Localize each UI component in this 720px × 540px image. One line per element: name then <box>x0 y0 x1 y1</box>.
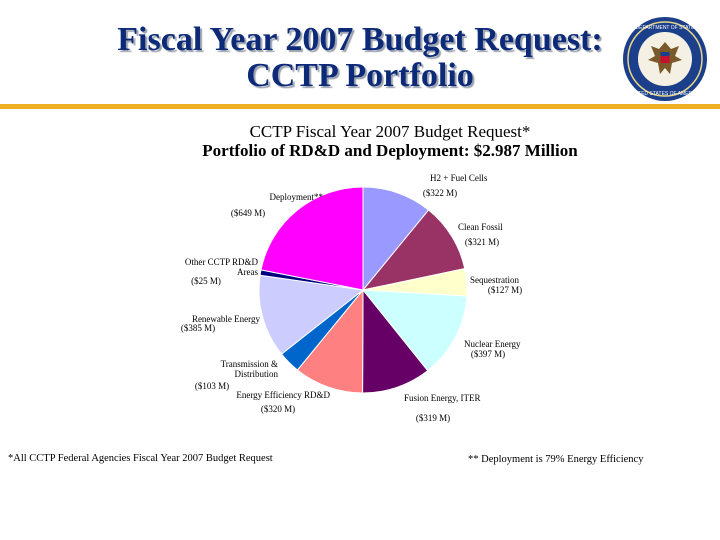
pie-slice <box>361 289 468 372</box>
seal-text-top: DEPARTMENT OF STATE <box>636 25 696 31</box>
slice-value-label: ($397 M) <box>471 349 505 359</box>
slice-label: Transmission & Distribution <box>221 359 279 379</box>
slice-label: Other CCTP RD&D Areas <box>185 257 259 277</box>
slice-label: Sequestration <box>470 275 519 285</box>
title-divider <box>0 104 720 109</box>
slice-value-label: ($322 M) <box>423 188 457 198</box>
title-line-1: Fiscal Year 2007 Budget Request: <box>117 21 603 58</box>
slice-value-label: ($320 M) <box>261 404 295 414</box>
slice-value-label: ($127 M) <box>488 285 522 295</box>
slice-label: Fusion Energy, ITER <box>404 393 481 403</box>
slice-label: Deployment** <box>270 192 324 202</box>
slice-value-label: ($649 M) <box>231 208 265 218</box>
slice-label: Clean Fossil <box>458 222 503 232</box>
chart-title: CCTP Fiscal Year 2007 Budget Request* <box>249 122 531 141</box>
title-line-2: CCTP Portfolio <box>246 57 474 94</box>
chart-subtitle: Portfolio of RD&D and Deployment: $2.987… <box>202 141 578 160</box>
slice-label: Nuclear Energy <box>464 339 521 349</box>
pie-slice <box>362 186 430 292</box>
footnote-right: ** Deployment is 79% Energy Efficiency <box>468 454 644 465</box>
slice-value-label: ($321 M) <box>465 237 499 247</box>
pie-slice <box>296 288 364 394</box>
slice-label: Energy Efficiency RD&D <box>236 390 330 400</box>
footnote-left: *All CCTP Federal Agencies Fiscal Year 2… <box>8 453 273 464</box>
seal-text-bottom: UNITED STATES OF AMERICA <box>630 91 702 97</box>
slice-value-label: ($25 M) <box>191 276 221 286</box>
slice-value-label: ($319 M) <box>416 413 450 423</box>
pie-slice <box>361 209 466 291</box>
pie-slice <box>260 186 364 291</box>
slice-label: H2 + Fuel Cells <box>430 173 488 183</box>
slice-value-label: ($103 M) <box>195 381 229 391</box>
pie-slice <box>362 288 429 394</box>
pie-slice <box>258 274 365 355</box>
state-department-seal-icon: DEPARTMENT OF STATE UNITED STATES OF AME… <box>623 17 707 101</box>
slice-label: Renewable Energy <box>192 314 261 324</box>
slide-title: Fiscal Year 2007 Budget Request: CCTP Po… <box>80 22 640 94</box>
slice-value-label: ($385 M) <box>181 323 215 333</box>
